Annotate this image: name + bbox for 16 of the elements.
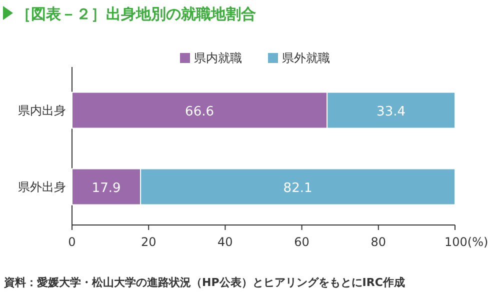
y-tick-label: 県外出身 bbox=[18, 180, 66, 194]
x-tick-label: 60 bbox=[294, 235, 310, 249]
legend-label: 県外就職 bbox=[282, 51, 330, 65]
data-label: 66.6 bbox=[185, 104, 214, 120]
data-label: 17.9 bbox=[92, 180, 121, 196]
x-tick-label: 0 bbox=[68, 235, 76, 249]
legend-label: 県内就職 bbox=[194, 51, 242, 65]
x-tick-label: 80 bbox=[370, 235, 386, 249]
x-tick-label: 40 bbox=[218, 235, 233, 249]
data-label: 33.4 bbox=[376, 104, 406, 120]
chart-title: ［図表－２］出身地別の就職地割合 bbox=[16, 5, 256, 23]
x-tick-label: 100(%) bbox=[444, 235, 488, 249]
text: 資料：愛媛大学・松山大学の進路状況（HP公表）とヒアリングをもとにIRC作成 bbox=[3, 276, 405, 289]
data-label: 82.1 bbox=[283, 180, 312, 196]
x-tick-label: 20 bbox=[140, 235, 156, 249]
y-tick-label: 県内出身 bbox=[18, 103, 66, 118]
